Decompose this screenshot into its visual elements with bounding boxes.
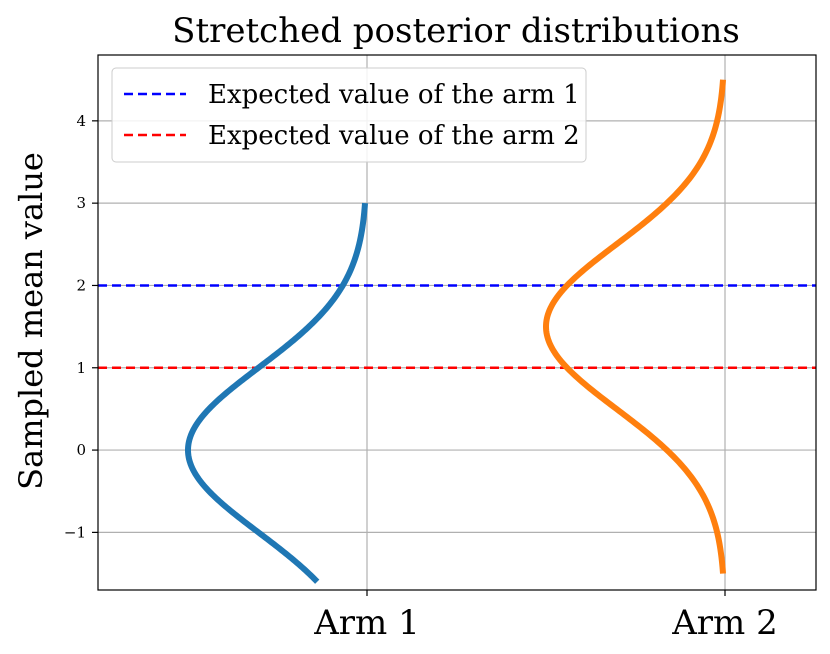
y-tick-label: 2 [76, 276, 86, 294]
series-curve [185, 201, 369, 584]
y-axis-label: Sampled mean value [12, 152, 50, 490]
x-tick-label: Arm 1 [313, 603, 420, 643]
x-ticks: Arm 1 Arm 2 [313, 590, 778, 643]
axes-frame [97, 54, 817, 591]
chart-title: Stretched posterior distributions [172, 11, 740, 51]
legend-label-arm2: Expected value of the arm 2 [208, 121, 580, 151]
legend-box [111, 67, 587, 163]
reference-lines [98, 284, 816, 370]
legend: Expected value of the arm 1 Expected val… [111, 67, 587, 163]
x-tick-label: Arm 2 [671, 603, 778, 643]
y-tick-label: 0 [76, 441, 86, 459]
y-ticks: −1 0 1 2 3 4 [64, 112, 98, 541]
distribution-curves [185, 78, 727, 584]
series-curve [543, 78, 727, 575]
y-tick-label: −1 [64, 523, 86, 541]
y-tick-label: 4 [76, 112, 86, 130]
y-tick-label: 3 [76, 194, 86, 212]
legend-label-arm1: Expected value of the arm 1 [208, 80, 580, 110]
y-tick-label: 1 [76, 359, 86, 377]
